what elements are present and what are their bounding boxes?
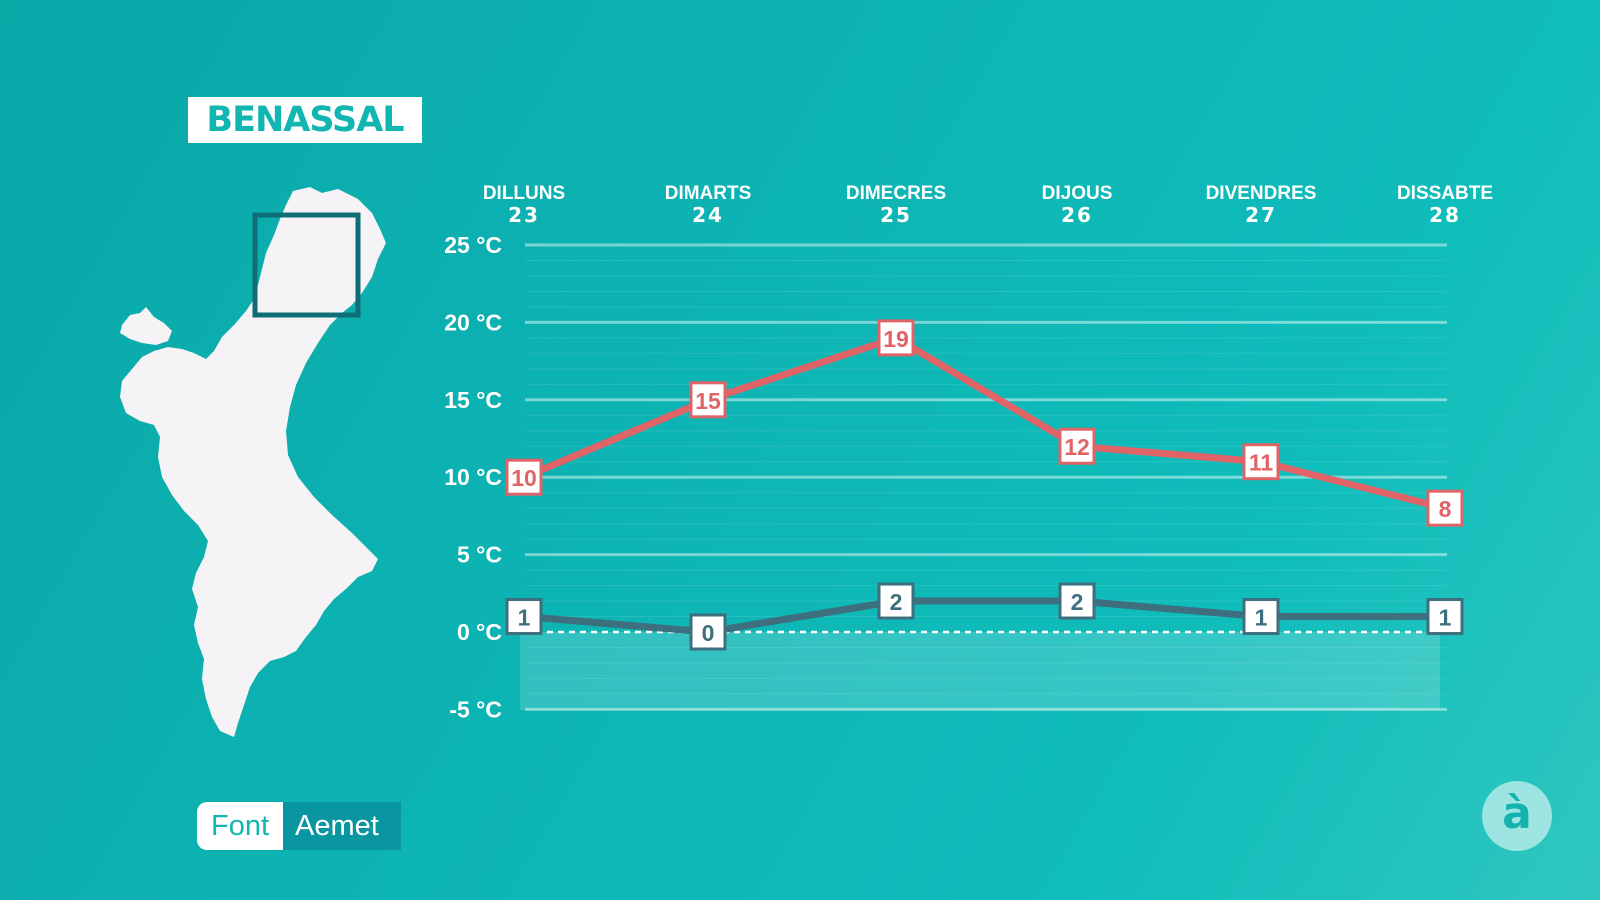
station-title: BENASSAL: [188, 97, 422, 143]
max-temperature-label-text: 8: [1439, 496, 1452, 522]
min-temperature-label-text: 2: [1071, 589, 1084, 615]
min-temperature-data-label: 2: [877, 582, 915, 620]
min-temperature-label-text: 0: [702, 620, 715, 646]
max-temperature-data-label: 19: [877, 319, 915, 357]
y-tick-label: 25 °C: [444, 232, 502, 258]
max-temperature-label-box: [877, 319, 915, 357]
min-temperature-label-box: [689, 613, 727, 651]
max-temperature-label-box: [689, 381, 727, 419]
day-name-label: DIVENDRES: [1206, 183, 1317, 204]
min-temperature-label-text: 1: [1255, 605, 1268, 631]
min-temperature-label-box: [877, 582, 915, 620]
max-temperature-label-box: [1242, 443, 1280, 481]
region-map: [120, 187, 386, 737]
y-tick-label: 10 °C: [444, 464, 502, 490]
source-credit: Font Aemet: [197, 802, 401, 850]
max-temperature-label-box: [1426, 489, 1464, 527]
min-temperature-label-box: [1426, 598, 1464, 636]
day-date-label: 27: [1245, 203, 1277, 227]
y-tick-label: 15 °C: [444, 387, 502, 413]
day-name-label: DIJOUS: [1042, 183, 1113, 204]
day-name-label: DIMECRES: [846, 183, 946, 204]
min-temperature-label-text: 1: [518, 605, 531, 631]
y-tick-label: 0 °C: [457, 619, 502, 645]
max-temperature-label-text: 12: [1064, 434, 1090, 460]
source-label: Font: [197, 802, 284, 850]
day-date-label: 23: [508, 203, 540, 227]
day-name-label: DISSABTE: [1397, 183, 1493, 204]
max-temperature-data-label: 11: [1242, 443, 1280, 481]
max-temperature-label-text: 19: [883, 326, 909, 352]
y-tick-label: 5 °C: [457, 542, 502, 568]
max-temperature-label-box: [505, 458, 543, 496]
max-temperature-label-text: 10: [511, 465, 537, 491]
day-name-label: DILLUNS: [483, 183, 565, 204]
min-temperature-data-label: 1: [1242, 598, 1280, 636]
max-temperature-data-label: 15: [689, 381, 727, 419]
min-temperature-data-label: 1: [505, 598, 543, 636]
min-temperature-line: [520, 597, 1449, 636]
region-map-shape: [120, 187, 386, 737]
max-temperature-data-label: 8: [1426, 489, 1464, 527]
min-temperature-label-box: [505, 598, 543, 636]
source-value: Aemet: [283, 802, 401, 850]
max-temperature-label-text: 11: [1249, 450, 1274, 476]
max-temperature-data-label: 10: [505, 458, 543, 496]
min-temperature-label-box: [1242, 598, 1280, 636]
day-date-label: 24: [692, 203, 724, 227]
min-temperature-label-text: 1: [1439, 605, 1452, 631]
max-temperature-label-box: [1058, 427, 1096, 465]
day-date-label: 28: [1429, 203, 1461, 227]
day-name-label: DIMARTS: [665, 183, 752, 204]
min-temperature-data-label: 0: [689, 613, 727, 651]
series-lines: [520, 334, 1449, 636]
day-date-label: 25: [880, 203, 912, 227]
min-temperature-data-label: 2: [1058, 582, 1096, 620]
max-temperature-data-label: 12: [1058, 427, 1096, 465]
day-date-label: 26: [1061, 203, 1093, 227]
min-temperature-label-box: [1058, 582, 1096, 620]
max-temperature-label-text: 15: [695, 388, 721, 414]
below-zero-band: [520, 632, 1440, 710]
map-highlight-box: [252, 212, 361, 318]
channel-logo: à: [1482, 781, 1552, 851]
max-temperature-line: [520, 334, 1449, 512]
station-name: BENASSAL: [206, 100, 404, 140]
y-tick-label: -5 °C: [449, 696, 502, 722]
min-temperature-data-label: 1: [1426, 598, 1464, 636]
channel-logo-glyph: à: [1502, 787, 1532, 839]
min-temperature-label-text: 2: [890, 589, 903, 615]
y-tick-label: 20 °C: [444, 309, 502, 335]
y-axis-ticks: 25 °C 20 °C 15 °C 10 °C 5 °C 0 °C -5 °C: [444, 232, 502, 722]
grid-lines: [525, 243, 1447, 711]
